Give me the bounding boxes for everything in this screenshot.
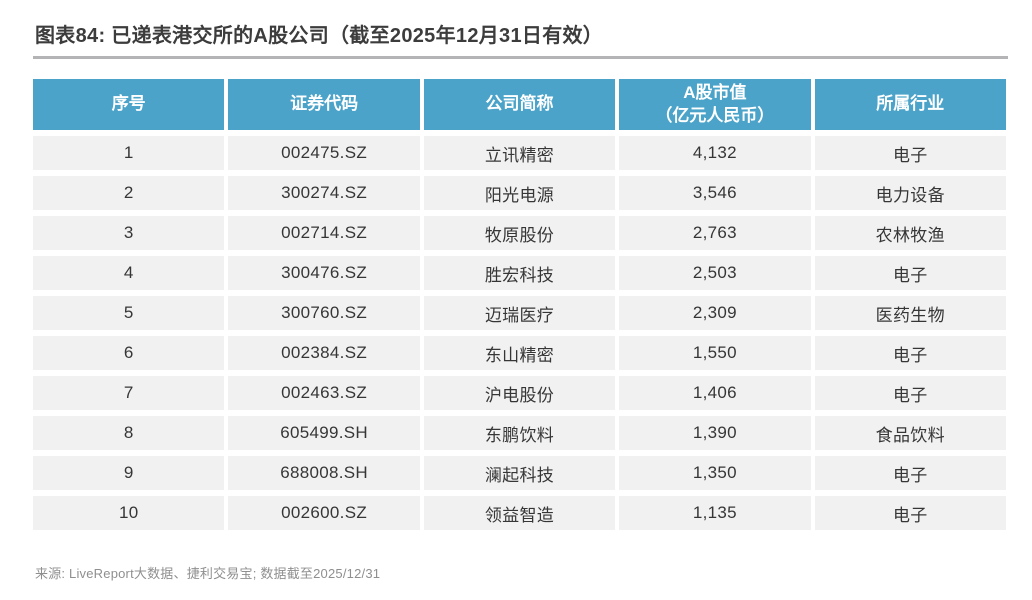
cell-industry: 电子	[814, 376, 1006, 410]
cell-company: 领益智造	[423, 496, 616, 530]
cell-market-cap: 1,550	[619, 336, 811, 370]
cell-company: 胜宏科技	[423, 256, 616, 290]
cell-market-cap: 1,350	[619, 456, 811, 490]
cell-ticker: 002600.SZ	[228, 496, 420, 530]
cell-company: 沪电股份	[423, 376, 616, 410]
table-row: 9 688008.SH 澜起科技 1,350 电子	[33, 456, 1006, 490]
table-row: 5 300760.SZ 迈瑞医疗 2,309 医药生物	[33, 296, 1006, 330]
cell-market-cap: 1,406	[619, 376, 811, 410]
cell-company: 立讯精密	[423, 136, 616, 170]
cell-company: 东鹏饮料	[423, 416, 616, 450]
col-header-serial-no: 序号	[33, 79, 225, 130]
cell-company: 澜起科技	[423, 456, 616, 490]
cell-industry: 电子	[814, 496, 1006, 530]
cell-market-cap: 1,390	[619, 416, 811, 450]
cell-industry: 医药生物	[814, 296, 1006, 330]
table-row: 3 002714.SZ 牧原股份 2,763 农林牧渔	[33, 216, 1006, 250]
cell-ticker: 300760.SZ	[228, 296, 420, 330]
table-row: 6 002384.SZ 东山精密 1,550 电子	[33, 336, 1006, 370]
cell-industry: 农林牧渔	[814, 216, 1006, 250]
cell-industry: 食品饮料	[814, 416, 1006, 450]
cell-serial-no: 7	[33, 376, 225, 410]
cell-company: 迈瑞医疗	[423, 296, 616, 330]
table-row: 1 002475.SZ 立讯精密 4,132 电子	[33, 136, 1006, 170]
table-row: 2 300274.SZ 阳光电源 3,546 电力设备	[33, 176, 1006, 210]
source-note: 来源: LiveReport大数据、捷利交易宝; 数据截至2025/12/31	[35, 566, 381, 581]
cell-serial-no: 8	[33, 416, 225, 450]
cell-company: 东山精密	[423, 336, 616, 370]
table-row: 7 002463.SZ 沪电股份 1,406 电子	[33, 376, 1006, 410]
cell-industry: 电力设备	[814, 176, 1006, 210]
cell-serial-no: 9	[33, 456, 225, 490]
cell-ticker: 002475.SZ	[228, 136, 420, 170]
cell-serial-no: 3	[33, 216, 225, 250]
cell-market-cap: 3,546	[619, 176, 811, 210]
cell-market-cap: 2,503	[619, 256, 811, 290]
table-row: 4 300476.SZ 胜宏科技 2,503 电子	[33, 256, 1006, 290]
cell-ticker: 002714.SZ	[228, 216, 420, 250]
cell-serial-no: 10	[33, 496, 225, 530]
header-row: 序号 证券代码 公司简称 A股市值 （亿元人民币） 所属行业	[33, 79, 1006, 130]
col-header-industry: 所属行业	[814, 79, 1006, 130]
cell-company: 牧原股份	[423, 216, 616, 250]
cell-company: 阳光电源	[423, 176, 616, 210]
table-body: 1 002475.SZ 立讯精密 4,132 电子 2 300274.SZ 阳光电源 3,546…	[33, 136, 1006, 530]
cell-industry: 电子	[814, 456, 1006, 490]
cell-industry: 电子	[814, 136, 1006, 170]
col-header-market-cap: A股市值 （亿元人民币）	[619, 79, 811, 130]
cell-ticker: 002384.SZ	[228, 336, 420, 370]
table-row: 8 605499.SH 东鹏饮料 1,390 食品饮料	[33, 416, 1006, 450]
cell-serial-no: 4	[33, 256, 225, 290]
table-header: 序号 证券代码 公司简称 A股市值 （亿元人民币） 所属行业	[33, 79, 1006, 130]
cell-ticker: 300274.SZ	[228, 176, 420, 210]
cell-market-cap: 2,309	[619, 296, 811, 330]
figure-title: 图表84: 已递表港交所的A股公司（截至2025年12月31日有效）	[35, 25, 604, 47]
cell-serial-no: 2	[33, 176, 225, 210]
cell-ticker: 688008.SH	[228, 456, 420, 490]
cell-industry: 电子	[814, 336, 1006, 370]
cell-ticker: 605499.SH	[228, 416, 420, 450]
title-divider	[33, 56, 1008, 59]
cell-industry: 电子	[814, 256, 1006, 290]
cell-market-cap: 1,135	[619, 496, 811, 530]
col-header-company: 公司简称	[423, 79, 616, 130]
cell-serial-no: 6	[33, 336, 225, 370]
cell-ticker: 002463.SZ	[228, 376, 420, 410]
cell-serial-no: 1	[33, 136, 225, 170]
cell-market-cap: 2,763	[619, 216, 811, 250]
cell-serial-no: 5	[33, 296, 225, 330]
cell-ticker: 300476.SZ	[228, 256, 420, 290]
col-header-ticker: 证券代码	[228, 79, 420, 130]
table-row: 10 002600.SZ 领益智造 1,135 电子	[33, 496, 1006, 530]
cell-market-cap: 4,132	[619, 136, 811, 170]
companies-table: 序号 证券代码 公司简称 A股市值 （亿元人民币） 所属行业 1 002475.S…	[29, 73, 1010, 536]
